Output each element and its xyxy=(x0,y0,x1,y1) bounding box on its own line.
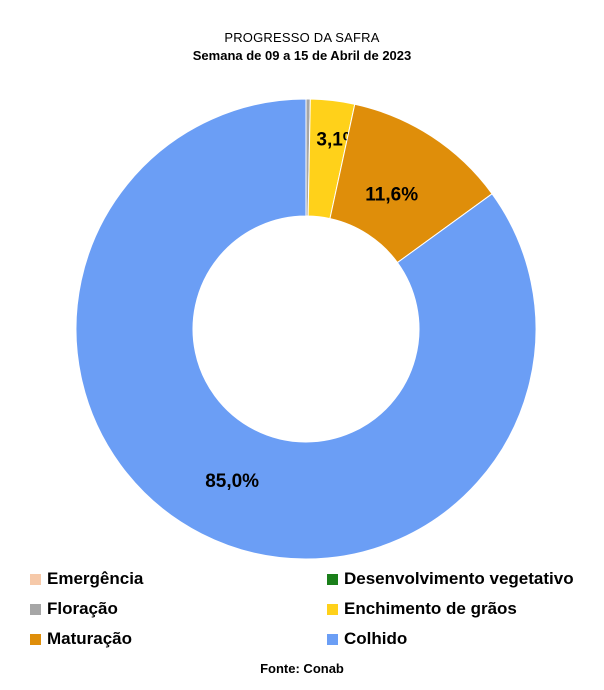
legend-item: Colhido xyxy=(327,629,407,649)
legend-swatch xyxy=(30,633,41,645)
legend-label: Desenvolvimento vegetativo xyxy=(344,569,574,588)
legend-item: Enchimento de grãos xyxy=(327,599,517,619)
legend-swatch xyxy=(30,573,41,585)
legend-label: Emergência xyxy=(47,569,144,588)
legend-swatch xyxy=(327,633,338,645)
chart-subtitle: Semana de 09 a 15 de Abril de 2023 xyxy=(192,48,412,63)
legend-label: Enchimento de grãos xyxy=(344,599,517,618)
legend-item: Emergência xyxy=(30,569,143,589)
legend-swatch xyxy=(327,603,338,615)
chart-source: Fonte: Conab xyxy=(260,661,344,676)
legend-label: Maturação xyxy=(47,629,133,648)
legend-label: Colhido xyxy=(344,629,408,648)
legend-item: Desenvolvimento vegetativo xyxy=(327,569,574,589)
legend-swatch xyxy=(30,603,41,615)
legend-label: Floração xyxy=(47,599,118,618)
data-label-4: 11,6% xyxy=(365,184,418,205)
data-label-5: 85,0% xyxy=(205,471,259,492)
donut-chart: 3,1%11,6%85,0% xyxy=(75,98,537,560)
legend-item: Floração xyxy=(30,599,118,619)
chart-title: PROGRESSO DA SAFRA xyxy=(224,30,380,45)
slice-colhido xyxy=(75,98,537,560)
legend-item: Maturação xyxy=(30,629,132,649)
legend-swatch xyxy=(327,573,338,585)
